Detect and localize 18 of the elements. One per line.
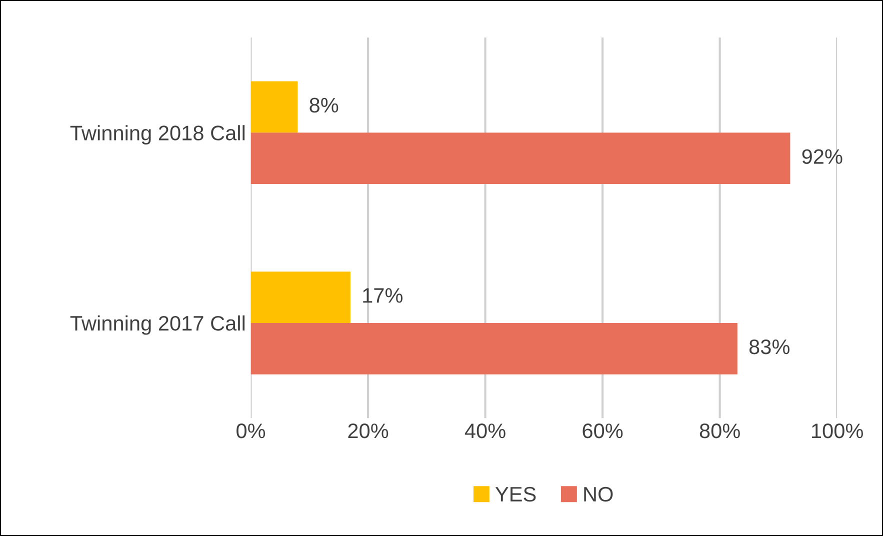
data-label: 8% [310,98,338,113]
data-label: 83% [749,339,790,354]
x-tick-label: 0% [236,423,266,438]
legend-label: NO [584,486,613,502]
bar [250,132,790,184]
x-tick-label: 20% [348,423,388,438]
x-tick-label: 40% [464,423,506,438]
y-tick-label: Twinning 2017 Call [70,315,245,335]
bar [250,322,738,374]
x-tick-label: 100% [812,423,863,438]
y-tick-label: Twinning 2018 Call [70,125,245,145]
data-label: 17% [363,288,403,303]
data-label: 92% [802,149,842,164]
bar [250,272,350,323]
legend-label: YES [495,486,536,502]
x-tick-label: 80% [700,423,740,438]
bar [250,81,298,133]
x-tick-label: 60% [582,423,623,438]
